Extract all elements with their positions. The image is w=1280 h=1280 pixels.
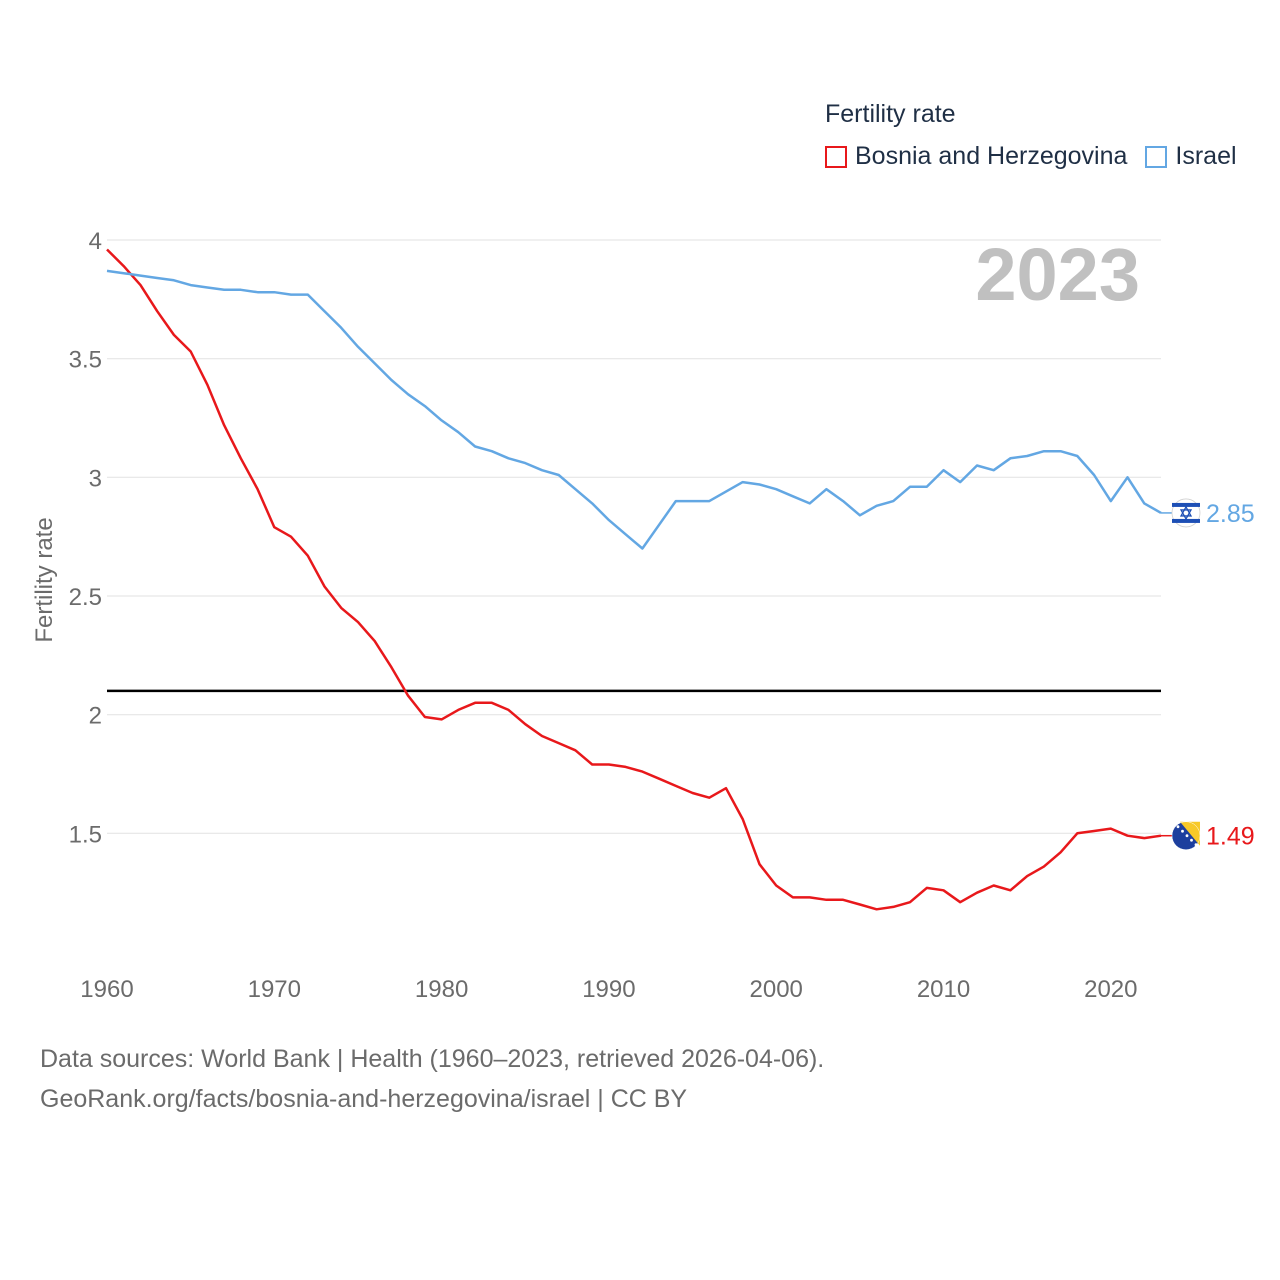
legend-label-israel: Israel	[1175, 142, 1237, 170]
x-tick-label: 1970	[248, 976, 301, 1003]
end-value-label: 2.85	[1206, 500, 1255, 528]
y-axis-ticks: 1.5 2 2.5 3 3.5 4	[69, 228, 102, 848]
y-tick-label: 1.5	[69, 821, 102, 848]
y-tick-label: 2	[89, 703, 102, 730]
x-tick-label: 1980	[415, 976, 468, 1003]
series-line-israel[interactable]	[106, 269, 1162, 550]
y-axis-label: Fertility rate	[31, 517, 58, 642]
x-tick-label: 1960	[80, 976, 133, 1003]
x-tick-label: 2010	[917, 976, 970, 1003]
x-axis-ticks: 1960 1970 1980 1990 2000 2010 2020	[80, 976, 1137, 1003]
bosnia-flag-icon	[1171, 821, 1201, 850]
legend-item-israel[interactable]: Israel	[1145, 142, 1237, 171]
y-tick-label: 3.5	[69, 347, 102, 374]
series-line-bosnia[interactable]	[106, 248, 1162, 911]
legend-swatch-israel	[1145, 145, 1168, 168]
year-label: 2023	[975, 233, 1140, 316]
legend: Bosnia and Herzegovina Israel	[825, 142, 1255, 171]
x-tick-label: 1990	[582, 976, 635, 1003]
footer-sources: Data sources: World Bank | Health (1960–…	[40, 1045, 825, 1073]
y-tick-label: 4	[89, 228, 102, 255]
footer-url[interactable]: GeoRank.org/facts/bosnia-and-herzegovina…	[40, 1085, 688, 1113]
end-value-label: 1.49	[1206, 823, 1255, 851]
legend-title: Fertility rate	[825, 100, 956, 128]
series-end-labels: 1.49 2.85	[1161, 498, 1255, 851]
series-lines	[106, 248, 1162, 911]
grid-lines	[107, 239, 1161, 834]
x-tick-label: 2020	[1084, 976, 1137, 1003]
legend-label-bosnia: Bosnia and Herzegovina	[855, 142, 1128, 170]
israel-flag-icon	[1171, 498, 1201, 528]
y-tick-label: 2.5	[69, 584, 102, 611]
y-tick-label: 3	[89, 465, 102, 492]
legend-swatch-bosnia	[825, 145, 847, 168]
legend-item-bosnia[interactable]: Bosnia and Herzegovina	[825, 142, 1127, 171]
x-tick-label: 2000	[750, 976, 803, 1003]
